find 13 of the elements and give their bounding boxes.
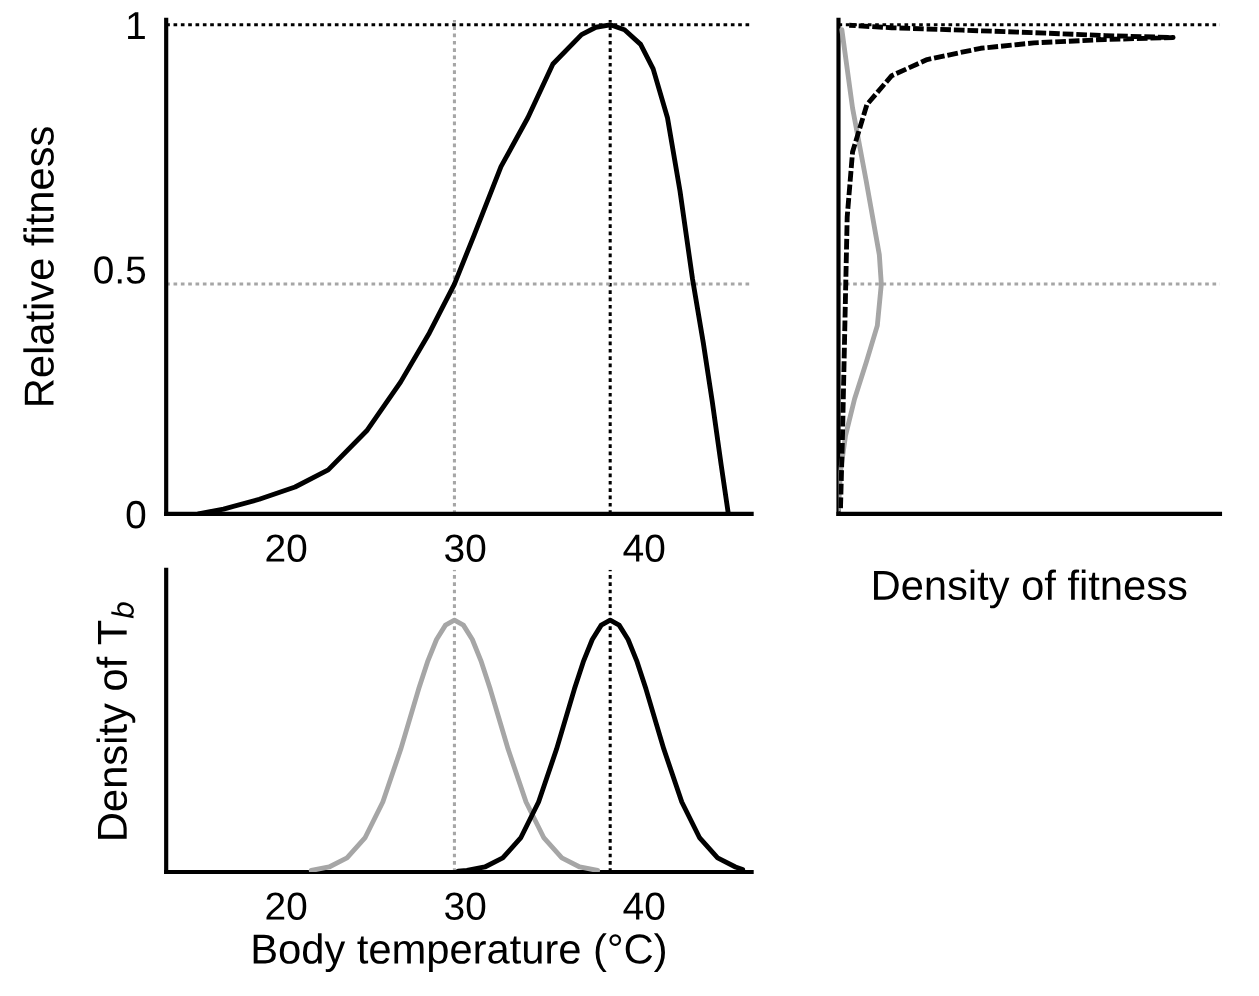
x-axis-title: Density of fitness <box>874 569 1187 609</box>
x-axis-title: Body temperature (°C) <box>253 933 665 973</box>
y-axis-title: Relative fitness <box>23 127 54 405</box>
y-tick-label: 0 <box>126 500 146 529</box>
x-tick-label: 40 <box>623 892 665 921</box>
x-tick-label: 30 <box>445 892 486 921</box>
x-tick-label: 40 <box>623 534 665 562</box>
y-tick-label: 1 <box>128 12 145 39</box>
y-tick-label: 0.5 <box>94 256 146 284</box>
x-tick-label: 30 <box>445 534 486 562</box>
x-tick-label: 20 <box>266 534 307 562</box>
y-axis-title: Density of T$_{b}$ <box>96 602 136 839</box>
x-tick-label: 20 <box>266 892 307 921</box>
